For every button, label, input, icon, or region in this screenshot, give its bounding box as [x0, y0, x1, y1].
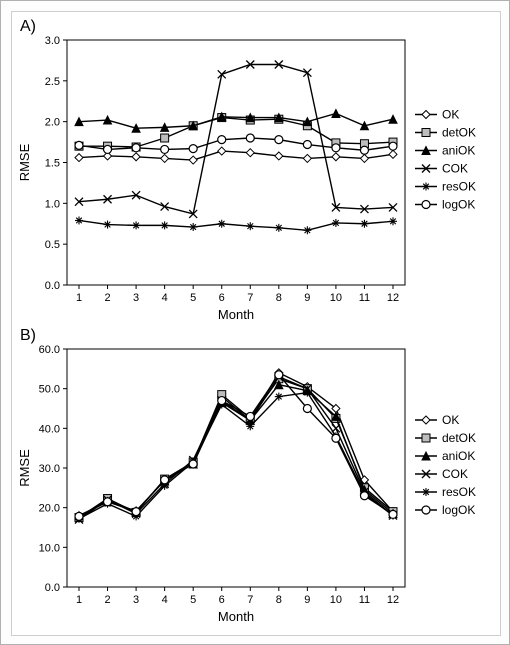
- legend-item-detOK: detOK: [442, 431, 476, 445]
- panel-a: A)0.00.51.01.52.02.53.0123456789101112Mo…: [12, 12, 500, 322]
- y-tick-label: 2.0: [45, 117, 60, 129]
- legend-item-aniOK: aniOK: [442, 449, 475, 463]
- y-tick-label: 40.0: [39, 423, 60, 435]
- legend-item-resOK: resOK: [442, 485, 476, 499]
- x-tick-label: 10: [330, 594, 342, 606]
- x-tick-label: 4: [162, 292, 168, 304]
- legend-item-logOK: logOK: [442, 198, 475, 212]
- x-tick-label: 12: [387, 594, 399, 606]
- x-tick-label: 9: [304, 292, 310, 304]
- x-tick-label: 7: [247, 292, 253, 304]
- panel-b: B)0.010.020.030.040.050.060.012345678910…: [12, 327, 500, 632]
- x-tick-label: 8: [276, 594, 282, 606]
- legend-item-detOK: detOK: [442, 126, 476, 140]
- chart-a: 0.00.51.01.52.02.53.0123456789101112Mont…: [12, 30, 500, 330]
- y-tick-label: 0.5: [45, 239, 60, 251]
- y-tick-label: 30.0: [39, 463, 60, 475]
- y-tick-label: 0.0: [45, 280, 60, 292]
- x-tick-label: 3: [133, 594, 139, 606]
- x-tick-label: 5: [190, 594, 196, 606]
- legend-item-OK: OK: [442, 108, 459, 122]
- y-tick-label: 10.0: [39, 542, 60, 554]
- x-tick-label: 11: [359, 292, 370, 304]
- x-tick-label: 4: [162, 594, 168, 606]
- y-tick-label: 1.0: [45, 198, 60, 210]
- legend-item-resOK: resOK: [442, 180, 476, 194]
- x-tick-label: 7: [247, 594, 253, 606]
- x-axis-title: Month: [218, 609, 254, 624]
- legend-item-OK: OK: [442, 413, 459, 427]
- y-tick-label: 60.0: [39, 344, 60, 356]
- y-axis-title: RMSE: [17, 449, 32, 487]
- x-axis-title: Month: [218, 307, 254, 322]
- y-tick-label: 50.0: [39, 384, 60, 396]
- y-tick-label: 20.0: [39, 503, 60, 515]
- x-tick-label: 10: [330, 292, 342, 304]
- y-tick-label: 0.0: [45, 582, 60, 594]
- legend-item-logOK: logOK: [442, 503, 475, 517]
- x-tick-label: 11: [359, 594, 370, 606]
- x-tick-label: 1: [76, 292, 82, 304]
- x-tick-label: 3: [133, 292, 139, 304]
- legend-item-COK: COK: [442, 467, 468, 481]
- y-tick-label: 1.5: [45, 158, 60, 170]
- chart-b: 0.010.020.030.040.050.060.01234567891011…: [12, 339, 500, 632]
- x-tick-label: 1: [76, 594, 82, 606]
- y-axis-title: RMSE: [17, 143, 32, 181]
- y-tick-label: 3.0: [45, 35, 60, 47]
- x-tick-label: 5: [190, 292, 196, 304]
- x-tick-label: 2: [104, 594, 110, 606]
- x-tick-label: 9: [304, 594, 310, 606]
- x-tick-label: 2: [104, 292, 110, 304]
- x-tick-label: 6: [219, 594, 225, 606]
- y-tick-label: 2.5: [45, 76, 60, 88]
- figure-container: A)0.00.51.01.52.02.53.0123456789101112Mo…: [11, 11, 501, 636]
- x-tick-label: 6: [219, 292, 225, 304]
- x-tick-label: 12: [387, 292, 399, 304]
- x-tick-label: 8: [276, 292, 282, 304]
- legend-item-COK: COK: [442, 162, 468, 176]
- legend-item-aniOK: aniOK: [442, 144, 475, 158]
